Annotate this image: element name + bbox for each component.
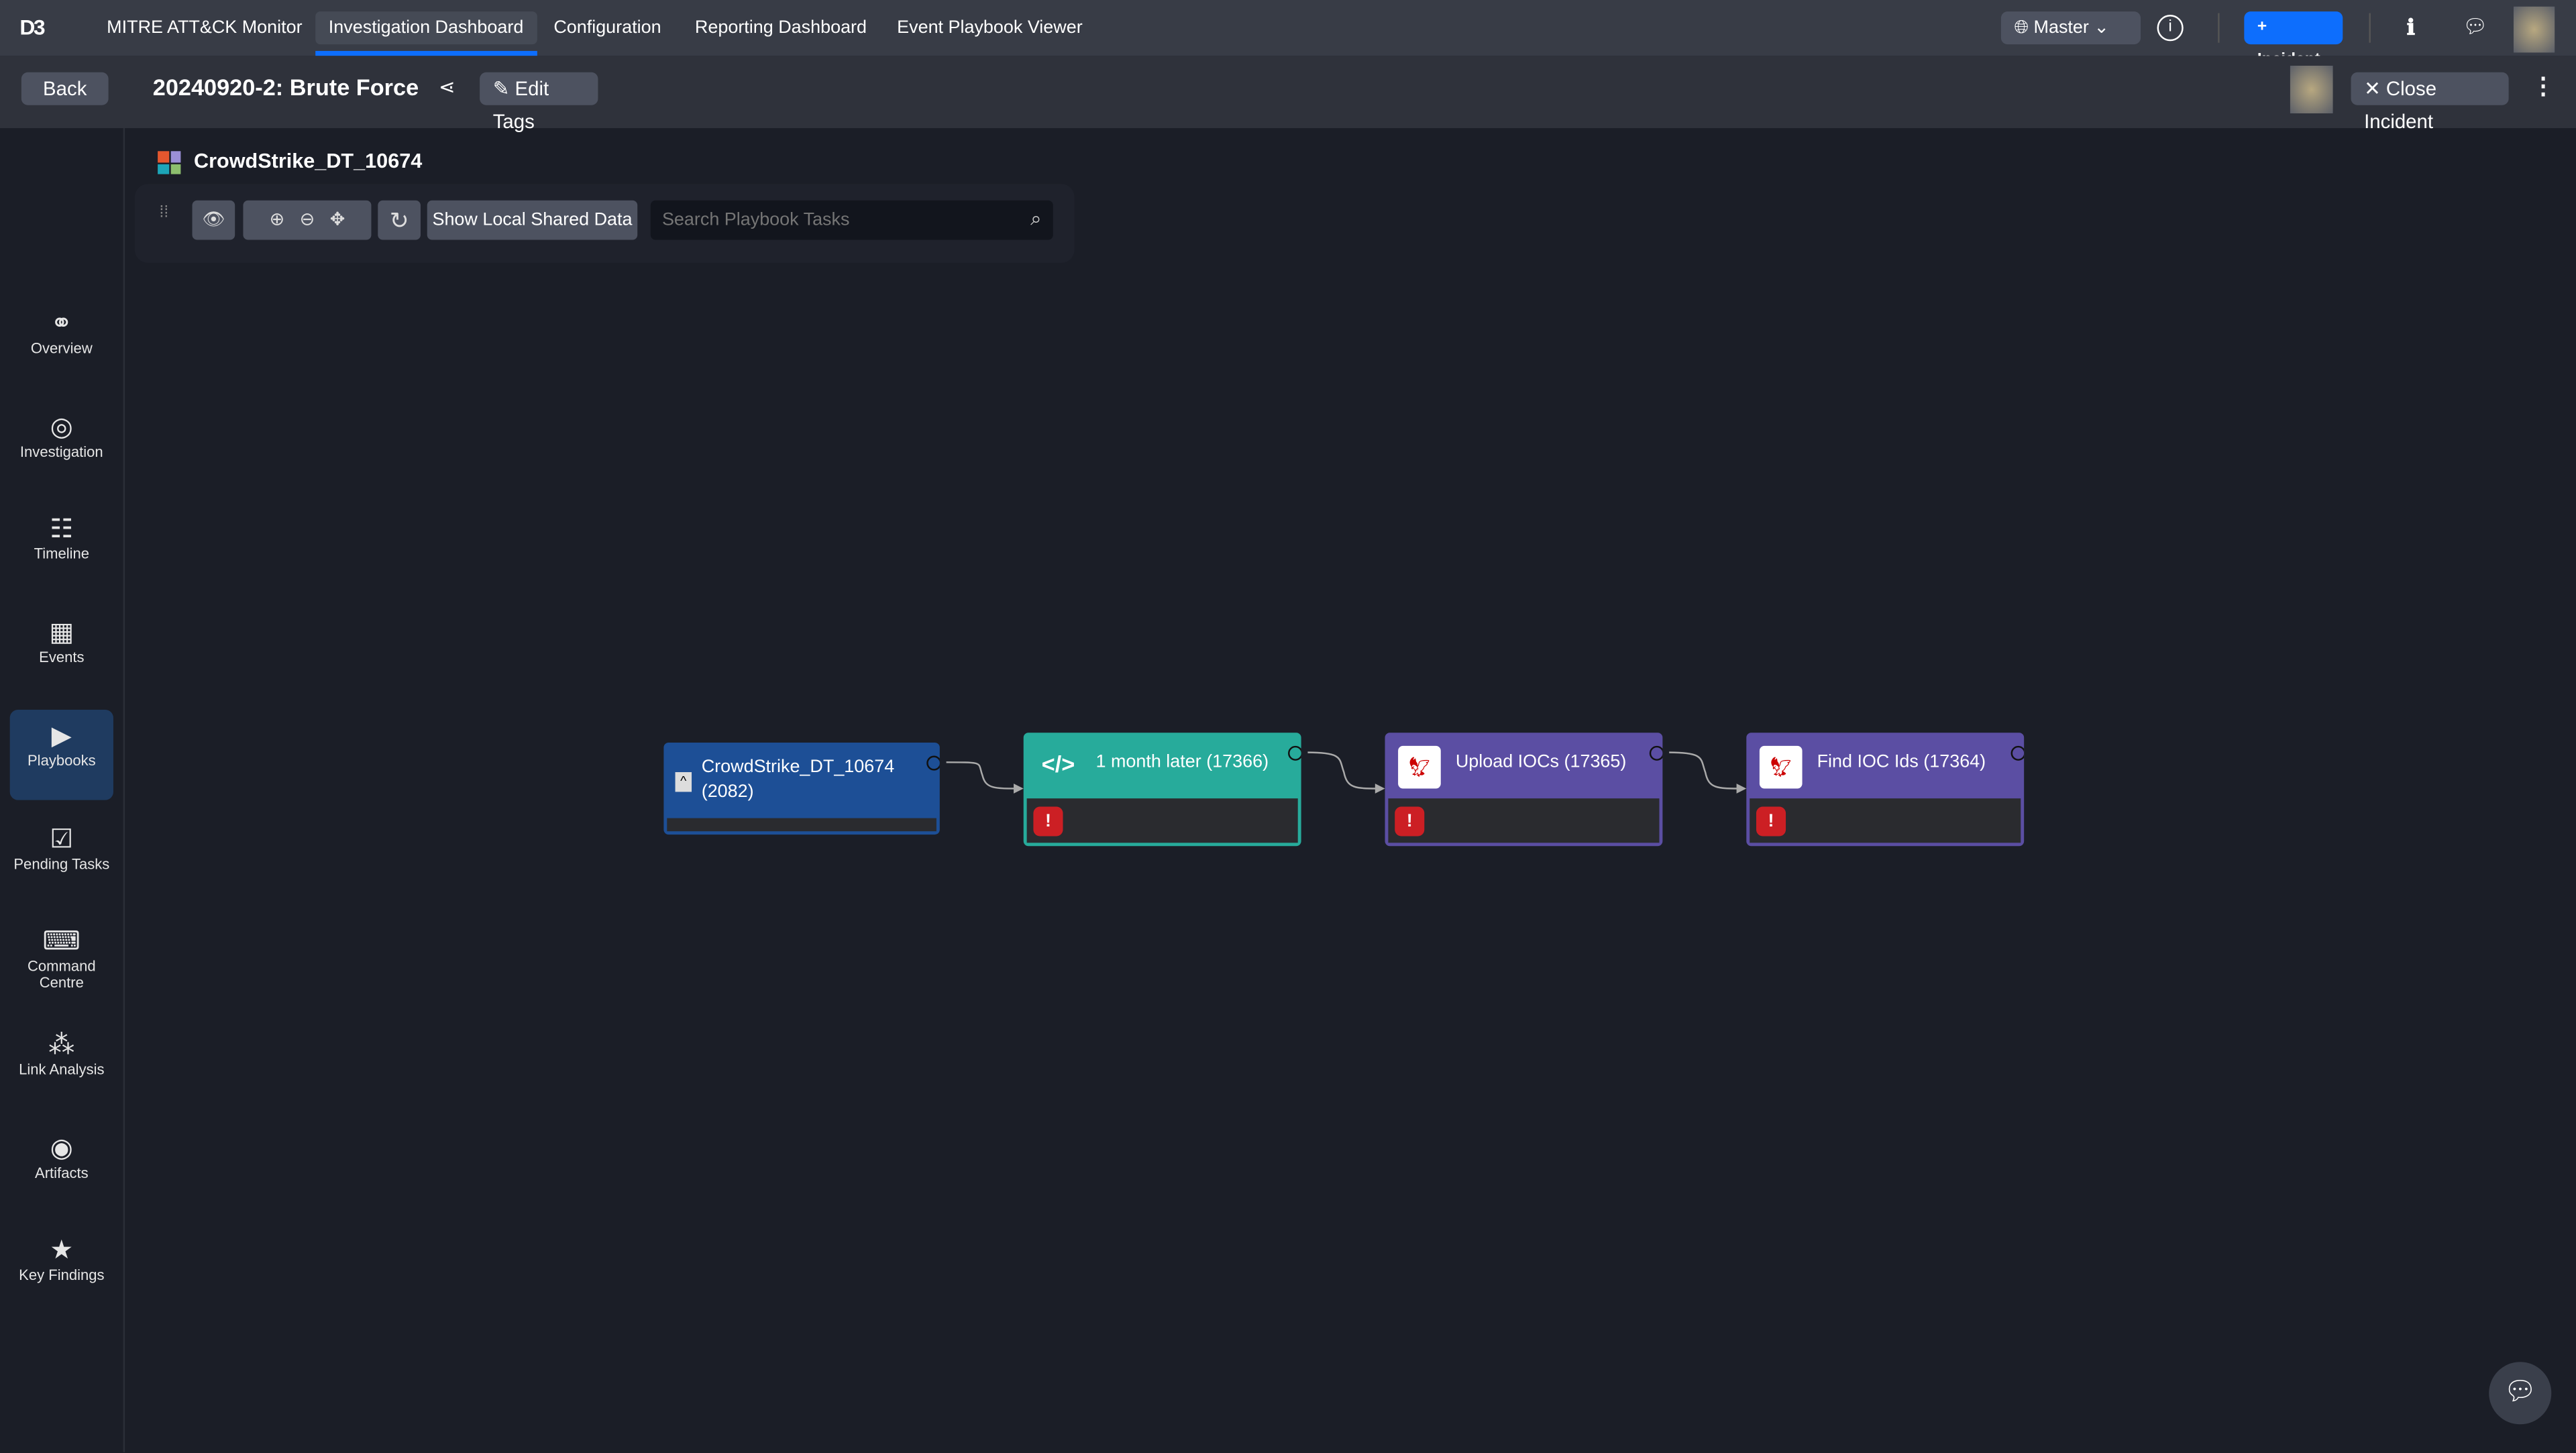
terminal-icon: ⌨: [42, 928, 81, 957]
close-incident-button[interactable]: ✕ Close Incident: [2351, 72, 2509, 133]
nav-reporting-dashboard[interactable]: Reporting Dashboard: [694, 17, 867, 38]
search-playbook-tasks: ⌕: [650, 200, 1053, 240]
error-icon: !: [1033, 806, 1063, 837]
checklist-icon: ☑: [50, 825, 74, 854]
document-info-icon[interactable]: ℹ: [2406, 15, 2415, 40]
owner-avatar[interactable]: [2290, 65, 2333, 113]
sidebar-item-playbooks[interactable]: ▶ Playbooks: [9, 709, 113, 800]
playbook-icon: [158, 151, 181, 174]
playbook-node-task[interactable]: ! </> 1 month later (17366): [1023, 733, 1301, 847]
search-icon[interactable]: ⌕: [1030, 207, 1042, 230]
sidebar-item-investigation[interactable]: ◎ Investigation: [10, 400, 113, 491]
sidebar-item-command-centre[interactable]: ⌨ Command Centre: [10, 916, 113, 1006]
collapse-icon[interactable]: ^: [675, 772, 692, 792]
connector-3-4: [1669, 751, 1741, 790]
info-icon[interactable]: i: [2157, 15, 2184, 42]
error-icon: !: [1395, 806, 1425, 837]
sidebar-item-label: Overview: [30, 339, 93, 357]
chat-icon[interactable]: 💬︎: [2463, 15, 2488, 38]
site-label: Master: [2033, 17, 2089, 38]
zoom-in-icon[interactable]: ⊕: [269, 210, 285, 230]
back-button[interactable]: Back: [21, 72, 109, 105]
network-icon: ⁂: [48, 1031, 75, 1060]
playbook-node-trigger[interactable]: ^ CrowdStrike_DT_10674 (2082): [663, 742, 940, 835]
show-local-shared-data-button[interactable]: Show Local Shared Data: [427, 200, 638, 240]
drag-handle-icon[interactable]: ⁞⁞: [159, 203, 169, 222]
code-icon: </>: [1041, 751, 1075, 777]
share-icon[interactable]: ⋖: [438, 75, 455, 99]
fingerprint-icon: ◉: [50, 1134, 73, 1163]
search-input[interactable]: [650, 200, 1012, 240]
error-icon: !: [1756, 806, 1786, 837]
timeline-icon: ☷: [50, 516, 74, 545]
playbook-name: CrowdStrike_DT_10674: [193, 149, 423, 173]
sidebar-item-key-findings[interactable]: ★ Key Findings: [10, 1224, 113, 1315]
sidebar-item-link-analysis[interactable]: ⁂ Link Analysis: [10, 1018, 113, 1109]
zoom-controls: ⊕ ⊖ ✥: [243, 200, 372, 240]
close-incident-label: Close Incident: [2364, 77, 2437, 133]
sidebar-item-artifacts[interactable]: ◉ Artifacts: [10, 1122, 113, 1212]
output-port[interactable]: [1649, 745, 1663, 761]
more-options-icon[interactable]: ⋮: [2531, 72, 2555, 99]
edit-tags-button[interactable]: ✎ Edit Tags: [480, 72, 598, 133]
sidebar-item-label: Investigation: [19, 443, 103, 460]
playbook-node-task[interactable]: ! 🦅︎ Find IOC Ids (17364): [1746, 733, 2025, 847]
node-title: Find IOC Ids (17364): [1817, 752, 1986, 773]
pencil-icon: ✎: [492, 77, 515, 101]
arrowheads: [1014, 784, 1747, 794]
sidebar-item-events[interactable]: ▦ Events: [10, 606, 113, 697]
sidebar-item-timeline[interactable]: ☷ Timeline: [10, 503, 113, 594]
sidebar-item-label: Link Analysis: [19, 1061, 105, 1078]
divider: [2369, 13, 2371, 43]
site-selector[interactable]: 🌐︎ Master ⌄: [2000, 11, 2141, 45]
divider: [2218, 13, 2220, 43]
sidebar-item-pending-tasks[interactable]: ☑ Pending Tasks: [10, 812, 113, 903]
binoculars-icon: ⚭: [50, 310, 73, 339]
sidebar-item-label: Timeline: [34, 546, 90, 563]
connector-2-3: [1307, 751, 1381, 790]
nav-mitre[interactable]: MITRE ATT&CK Monitor: [107, 17, 303, 38]
crowdstrike-logo: 🦅︎: [1759, 745, 1803, 789]
playbook-icon: ▶: [51, 722, 72, 751]
node-title: CrowdStrike_DT_10674 (2082): [701, 757, 895, 802]
top-nav: D3 MITRE ATT&CK Monitor Investigation Da…: [0, 0, 2576, 69]
sidebar-item-label: Command Centre: [27, 958, 96, 991]
eye-icon[interactable]: 👁︎: [192, 200, 235, 240]
sidebar: ⚭ Overview ◎ Investigation ☷ Timeline ▦ Events ▶…: [0, 128, 125, 1452]
sidebar-item-label: Playbooks: [27, 752, 96, 769]
refresh-icon[interactable]: ↻: [378, 200, 421, 240]
close-icon: ✕: [2364, 77, 2386, 101]
node-title: Upload IOCs (17365): [1455, 752, 1627, 773]
star-icon: ★: [50, 1237, 74, 1266]
sidebar-item-label: Events: [39, 649, 85, 666]
fit-screen-icon[interactable]: ✥: [329, 210, 345, 230]
calendar-icon: ▦: [49, 619, 74, 648]
connector-1-2: [946, 761, 1019, 790]
chat-support-button[interactable]: 💬︎: [2489, 1362, 2552, 1425]
nav-event-playbook-viewer[interactable]: Event Playbook Viewer: [897, 17, 1083, 38]
output-port[interactable]: [926, 755, 940, 771]
crowdstrike-logo: 🦅︎: [1398, 745, 1441, 789]
target-icon: ◎: [50, 413, 73, 442]
globe-icon: 🌐︎: [2014, 17, 2034, 38]
nav-investigation-dashboard[interactable]: Investigation Dashboard: [315, 11, 537, 56]
output-port[interactable]: [2010, 745, 2025, 761]
incident-header: Back 20240920-2: Brute Force ⋖ ✎ Edit Ta…: [0, 56, 2576, 133]
avatar[interactable]: [2513, 6, 2555, 53]
sidebar-item-label: Pending Tasks: [13, 855, 110, 872]
playbook-node-task[interactable]: ! 🦅︎ Upload IOCs (17365): [1385, 733, 1663, 847]
sidebar-item-label: Artifacts: [35, 1164, 89, 1181]
zoom-out-icon[interactable]: ⊖: [299, 210, 315, 230]
nav-configuration[interactable]: Configuration: [553, 17, 661, 38]
sidebar-item-label: Key Findings: [19, 1267, 105, 1284]
sidebar-item-overview[interactable]: ⚭ Overview: [10, 297, 113, 388]
d3-logo: D3: [19, 15, 45, 40]
output-port[interactable]: [1288, 745, 1301, 761]
node-title: 1 month later (17366): [1095, 752, 1269, 773]
edit-tags-label: Edit Tags: [492, 77, 549, 133]
incident-title: 20240920-2: Brute Force: [152, 74, 419, 101]
